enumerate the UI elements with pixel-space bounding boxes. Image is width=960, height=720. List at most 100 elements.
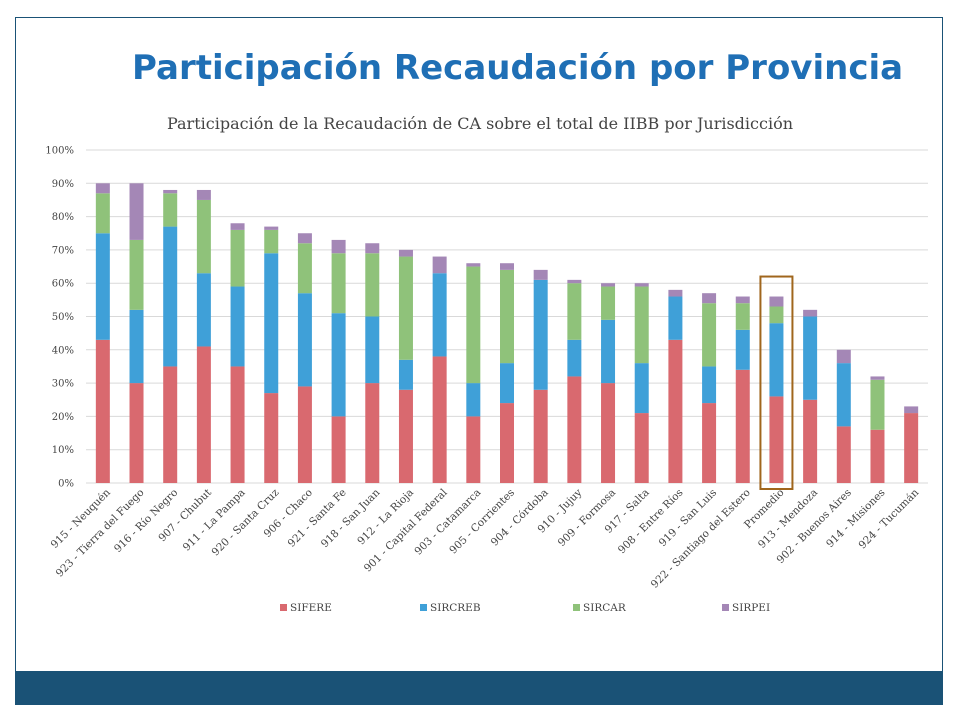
bar-segment-sirpei [702,293,717,304]
bar-segment-sirpei [466,263,481,267]
bar-segment-sirpei [129,183,144,240]
bar-segment-sifere [163,366,178,483]
bar-segment-sirpei [634,283,649,287]
bar-segment-sircar [129,239,144,310]
bar-segment-sirpei [331,239,346,254]
bar-segment-sifere [533,389,548,483]
y-tick-label: 40% [52,345,74,356]
bar-segment-sircar [500,269,514,364]
bar-segment-sirpei [769,296,784,307]
x-tick-label: 921 - Santa Fe [286,487,349,550]
bar-segment-sirpei [95,183,110,194]
x-tick-label: 919 - San Luis [657,487,719,549]
bar-segment-sirpei [836,349,851,364]
bar-segment-sircar [601,286,616,320]
x-tick-label: 924 - Tucumán [856,486,921,551]
bar-segment-sircreb [803,316,818,400]
y-tick-label: 30% [52,379,74,390]
bar-segment-sifere [500,403,514,483]
bar-segment-sifere [870,429,885,483]
bar-segment-sircreb [95,233,110,340]
bar-segment-sircar [466,266,481,384]
bar-segment-sifere [567,376,582,483]
bar-segment-sifere [398,389,413,483]
bar-segment-sircreb [297,293,312,387]
bar-segment-sifere [668,339,683,483]
bar-segment-sifere [297,386,312,483]
bar-segment-sircar [735,303,750,330]
bar-segment-sircar [230,229,245,287]
bar-segment-sirpei [668,289,683,297]
legend-label: SIRCAR [583,602,627,614]
bars [95,183,919,483]
y-tick-label: 0% [58,479,74,490]
bar-segment-sifere [331,416,346,483]
bar-segment-sircreb [769,323,784,397]
legend-label: SIFERE [290,602,332,614]
y-tick-label: 100% [45,146,74,157]
bar-segment-sircreb [163,226,178,367]
y-tick-label: 50% [52,312,74,323]
bar-segment-sircreb [466,383,481,417]
bar-segment-sifere [735,369,750,483]
bar-segment-sircreb [264,253,279,394]
x-tick-label: 914 - Misiones [824,487,888,551]
bar-segment-sirpei [870,376,885,380]
bar-segment-sircar [567,283,582,340]
bar-segment-sirpei [803,309,818,317]
bar-segment-sifere [196,346,211,483]
legend-swatch [280,604,287,611]
bar-segment-sircar [398,256,413,360]
bar-segment-sircreb [836,363,851,427]
bar-segment-sirpei [735,296,750,304]
bar-segment-sircreb [129,309,144,384]
bar-segment-sifere [264,393,279,483]
chart-title: Participación de la Recaudación de CA so… [166,114,794,133]
bar-segment-sifere [432,356,447,483]
bar-segment-sifere [129,383,144,483]
bar-segment-sirpei [398,249,413,257]
bar-segment-sirpei [264,226,279,230]
bar-segment-sircar [769,306,784,324]
legend: SIFERE SIRCREB SIRCAR SIRPEI [280,602,770,614]
legend-label: SIRPEI [732,602,770,614]
bar-segment-sircreb [668,296,683,340]
bar-segment-sircreb [331,313,346,417]
bar-segment-sifere [230,366,245,483]
bar-segment-sifere [803,399,818,483]
bar-segment-sirpei [196,189,211,200]
highlight-box [759,275,794,491]
bar-segment-sirpei [601,283,616,287]
bar-segment-sifere [466,416,481,483]
bar-segment-sirpei [365,243,380,254]
bar-segment-sircar [95,193,110,234]
bar-segment-sirpei [230,223,245,230]
slide-title: Participación Recaudación por Provincia [132,48,904,88]
bar-segment-sirpei [533,269,548,280]
bar-segment-sirpei [163,189,178,194]
legend-swatch [420,604,427,611]
x-tick-label: 911 - La Pampa [181,487,248,554]
x-tick-label: 909 - Formosa [556,487,618,549]
bar-segment-sircar [264,229,279,254]
bar-segment-sircreb [533,279,548,390]
bar-segment-sircar [331,253,346,314]
x-tick-label: 913 - Mendoza [756,487,820,551]
footer-bar [16,671,942,705]
bar-segment-sifere [836,426,851,483]
bar-segment-sircreb [601,319,616,384]
bar-segment-sircreb [365,316,380,384]
bar-segment-sircreb [702,366,717,404]
bar-segment-sifere [904,413,919,483]
y-tick-label: 10% [52,445,74,456]
y-tick-label: 70% [52,245,74,256]
legend-swatch [722,604,729,611]
bar-segment-sifere [702,403,717,483]
y-axis: 0% 10% 20% 30% 40% 50% 60% 70% 80% 90% 100% [45,146,74,490]
y-tick-label: 60% [52,279,74,290]
x-tick-label: 918 - San Juan [319,486,383,550]
bar-segment-sirpei [297,233,312,244]
bar-segment-sirpei [500,263,514,270]
